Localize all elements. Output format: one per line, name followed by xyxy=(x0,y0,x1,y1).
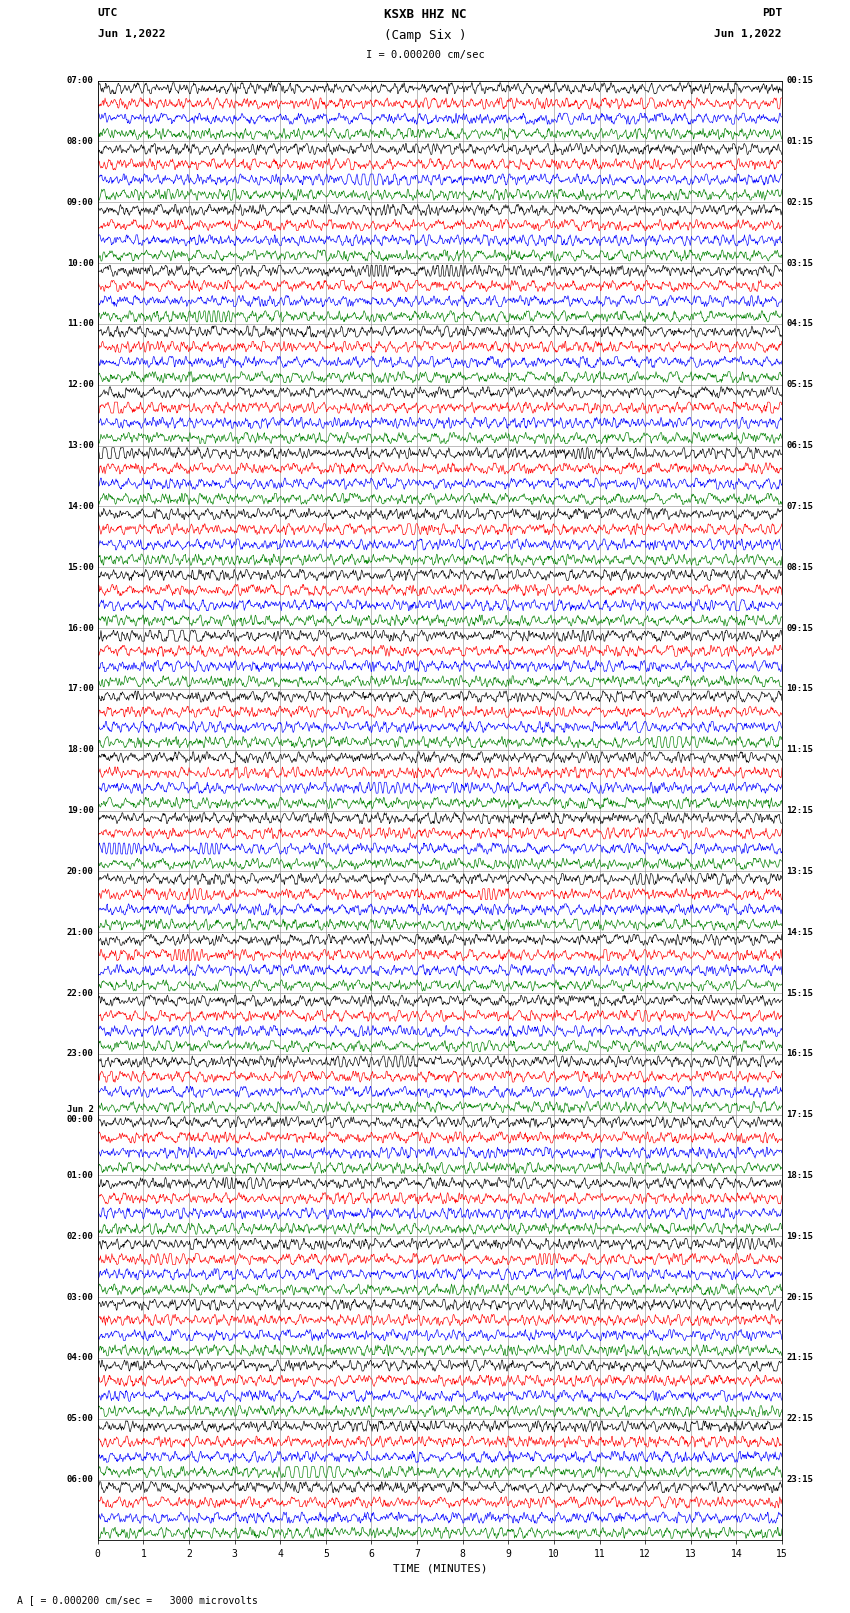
Text: PDT: PDT xyxy=(762,8,782,18)
Text: 06:00: 06:00 xyxy=(66,1476,94,1484)
Text: 23:15: 23:15 xyxy=(786,1476,813,1484)
Text: 00:15: 00:15 xyxy=(786,76,813,85)
Text: 11:00: 11:00 xyxy=(66,319,94,329)
Text: 20:00: 20:00 xyxy=(66,866,94,876)
Text: KSXB HHZ NC: KSXB HHZ NC xyxy=(383,8,467,21)
Text: 14:00: 14:00 xyxy=(66,502,94,511)
Text: 06:15: 06:15 xyxy=(786,440,813,450)
Text: 09:00: 09:00 xyxy=(66,198,94,206)
Text: 16:00: 16:00 xyxy=(66,624,94,632)
Text: 04:00: 04:00 xyxy=(66,1353,94,1363)
Text: 13:00: 13:00 xyxy=(66,440,94,450)
Text: UTC: UTC xyxy=(98,8,118,18)
Text: A [ = 0.000200 cm/sec =   3000 microvolts: A [ = 0.000200 cm/sec = 3000 microvolts xyxy=(17,1595,258,1605)
Text: 16:15: 16:15 xyxy=(786,1050,813,1058)
Text: I = 0.000200 cm/sec: I = 0.000200 cm/sec xyxy=(366,50,484,60)
Text: Jun 2
00:00: Jun 2 00:00 xyxy=(66,1105,94,1124)
Text: 19:00: 19:00 xyxy=(66,806,94,815)
Text: 15:15: 15:15 xyxy=(786,989,813,997)
Text: 17:00: 17:00 xyxy=(66,684,94,694)
Text: 18:00: 18:00 xyxy=(66,745,94,755)
Text: 08:00: 08:00 xyxy=(66,137,94,145)
Text: 08:15: 08:15 xyxy=(786,563,813,571)
Text: 05:15: 05:15 xyxy=(786,381,813,389)
Text: 13:15: 13:15 xyxy=(786,866,813,876)
Text: 14:15: 14:15 xyxy=(786,927,813,937)
Text: 22:15: 22:15 xyxy=(786,1415,813,1423)
Text: 01:15: 01:15 xyxy=(786,137,813,145)
Text: 18:15: 18:15 xyxy=(786,1171,813,1181)
Text: 03:00: 03:00 xyxy=(66,1292,94,1302)
Text: 20:15: 20:15 xyxy=(786,1292,813,1302)
Text: 15:00: 15:00 xyxy=(66,563,94,571)
Text: 23:00: 23:00 xyxy=(66,1050,94,1058)
Text: 04:15: 04:15 xyxy=(786,319,813,329)
Text: 09:15: 09:15 xyxy=(786,624,813,632)
Text: 21:15: 21:15 xyxy=(786,1353,813,1363)
Text: 07:15: 07:15 xyxy=(786,502,813,511)
Text: 11:15: 11:15 xyxy=(786,745,813,755)
Text: 19:15: 19:15 xyxy=(786,1232,813,1240)
Text: 03:15: 03:15 xyxy=(786,258,813,268)
Text: Jun 1,2022: Jun 1,2022 xyxy=(98,29,165,39)
Text: 17:15: 17:15 xyxy=(786,1110,813,1119)
X-axis label: TIME (MINUTES): TIME (MINUTES) xyxy=(393,1563,487,1574)
Text: 02:00: 02:00 xyxy=(66,1232,94,1240)
Text: 21:00: 21:00 xyxy=(66,927,94,937)
Text: 12:00: 12:00 xyxy=(66,381,94,389)
Text: 10:00: 10:00 xyxy=(66,258,94,268)
Text: 02:15: 02:15 xyxy=(786,198,813,206)
Text: 22:00: 22:00 xyxy=(66,989,94,997)
Text: 07:00: 07:00 xyxy=(66,76,94,85)
Text: (Camp Six ): (Camp Six ) xyxy=(383,29,467,42)
Text: 01:00: 01:00 xyxy=(66,1171,94,1181)
Text: 05:00: 05:00 xyxy=(66,1415,94,1423)
Text: Jun 1,2022: Jun 1,2022 xyxy=(715,29,782,39)
Text: 12:15: 12:15 xyxy=(786,806,813,815)
Text: 10:15: 10:15 xyxy=(786,684,813,694)
